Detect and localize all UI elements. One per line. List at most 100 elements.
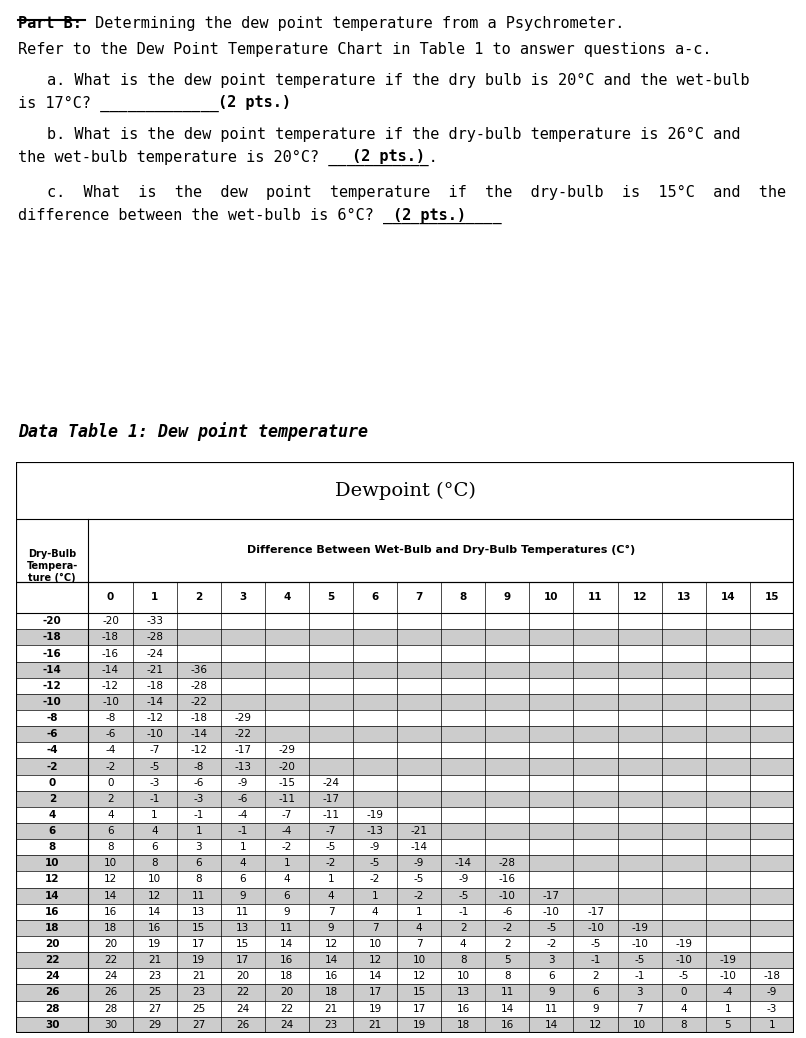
Text: -1: -1: [590, 955, 600, 965]
Text: Determining the dew point temperature from a Psychrometer.: Determining the dew point temperature fr…: [86, 16, 625, 30]
Text: 0: 0: [107, 593, 114, 602]
Text: 28: 28: [104, 1004, 117, 1013]
Text: 9: 9: [328, 923, 334, 933]
Text: 30: 30: [104, 1019, 117, 1030]
Text: 1: 1: [152, 810, 158, 820]
Text: -3: -3: [149, 777, 160, 788]
Bar: [16, 661, 794, 678]
Text: 19: 19: [368, 1004, 382, 1013]
Text: 9: 9: [239, 891, 246, 901]
Text: -7: -7: [149, 745, 160, 756]
Text: 28: 28: [45, 1004, 60, 1013]
Text: -7: -7: [326, 826, 336, 836]
Text: 1: 1: [151, 593, 158, 602]
Text: 24: 24: [104, 972, 117, 981]
Text: -4: -4: [238, 810, 248, 820]
Bar: [16, 1016, 794, 1033]
Text: 1: 1: [195, 826, 202, 836]
Text: -14: -14: [190, 730, 207, 739]
Text: -19: -19: [675, 939, 692, 949]
Text: -18: -18: [102, 632, 119, 643]
Text: -10: -10: [499, 891, 516, 901]
Text: -22: -22: [235, 730, 251, 739]
Text: Part B:: Part B:: [19, 16, 82, 30]
Text: 23: 23: [148, 972, 161, 981]
Text: -6: -6: [502, 907, 513, 917]
Text: 1: 1: [372, 891, 378, 901]
Text: 17: 17: [192, 939, 206, 949]
Text: 1: 1: [725, 1004, 731, 1013]
Text: -17: -17: [587, 907, 604, 917]
Text: 18: 18: [104, 923, 117, 933]
Text: -11: -11: [278, 794, 295, 803]
Text: -16: -16: [499, 874, 516, 884]
Text: -22: -22: [190, 696, 207, 707]
Text: 16: 16: [45, 907, 60, 917]
Text: -24: -24: [146, 649, 163, 658]
Text: -2: -2: [502, 923, 513, 933]
Text: 4: 4: [372, 907, 378, 917]
Text: 6: 6: [107, 826, 114, 836]
Text: 14: 14: [545, 1019, 558, 1030]
Text: -5: -5: [590, 939, 600, 949]
Text: 5: 5: [327, 593, 334, 602]
Text: 20: 20: [45, 939, 60, 949]
Text: 17: 17: [413, 1004, 426, 1013]
Text: 12: 12: [148, 891, 161, 901]
Text: -18: -18: [146, 681, 163, 691]
Text: 8: 8: [152, 858, 158, 869]
Text: Difference Between Wet-Bulb and Dry-Bulb Temperatures (C°): Difference Between Wet-Bulb and Dry-Bulb…: [247, 545, 635, 555]
Text: 7: 7: [415, 593, 423, 602]
Text: -13: -13: [235, 762, 251, 771]
Text: -2: -2: [414, 891, 424, 901]
Bar: [16, 629, 794, 646]
Text: -3: -3: [193, 794, 204, 803]
Text: 6: 6: [372, 593, 379, 602]
Text: 15: 15: [765, 593, 779, 602]
Bar: [16, 984, 794, 1001]
Bar: [16, 855, 794, 872]
Text: 4: 4: [239, 858, 246, 869]
Text: 11: 11: [545, 1004, 558, 1013]
Text: 12: 12: [589, 1019, 602, 1030]
Text: 11: 11: [280, 923, 293, 933]
Text: 15: 15: [413, 987, 426, 998]
Text: a. What is the dew point temperature if the dry bulb is 20°C and the wet-bulb: a. What is the dew point temperature if …: [47, 73, 750, 87]
Text: -6: -6: [193, 777, 204, 788]
Text: -2: -2: [106, 762, 116, 771]
Text: 14: 14: [721, 593, 735, 602]
Text: -14: -14: [146, 696, 163, 707]
Text: 26: 26: [45, 987, 60, 998]
Text: 13: 13: [676, 593, 691, 602]
Text: -17: -17: [543, 891, 560, 901]
Text: (2 pts.): (2 pts.): [218, 95, 291, 110]
Text: 3: 3: [636, 987, 643, 998]
Text: 8: 8: [107, 842, 114, 852]
Text: 4: 4: [48, 810, 56, 820]
Text: 10: 10: [148, 874, 161, 884]
Text: 0: 0: [680, 987, 687, 998]
Text: 12: 12: [104, 874, 117, 884]
Text: 18: 18: [45, 923, 60, 933]
Text: 7: 7: [328, 907, 334, 917]
Text: 1: 1: [284, 858, 290, 869]
Text: -36: -36: [190, 664, 207, 675]
Text: 18: 18: [457, 1019, 470, 1030]
Text: 7: 7: [636, 1004, 643, 1013]
Text: 9: 9: [592, 1004, 599, 1013]
Text: 0: 0: [107, 777, 114, 788]
Text: 21: 21: [148, 955, 161, 965]
Text: -33: -33: [146, 617, 163, 626]
Text: 10: 10: [368, 939, 381, 949]
Text: 21: 21: [192, 972, 206, 981]
Text: 2: 2: [592, 972, 599, 981]
Text: is 17°C? _____________.: is 17°C? _____________.: [19, 95, 237, 112]
Text: 4: 4: [328, 891, 334, 901]
Text: -9: -9: [414, 858, 424, 869]
Text: 19: 19: [148, 939, 161, 949]
Text: c.  What  is  the  dew  point  temperature  if  the  dry-bulb  is  15°C  and  th: c. What is the dew point temperature if …: [47, 185, 786, 199]
Text: 2: 2: [504, 939, 511, 949]
Text: 22: 22: [236, 987, 249, 998]
Text: 10: 10: [544, 593, 559, 602]
Text: -4: -4: [281, 826, 292, 836]
